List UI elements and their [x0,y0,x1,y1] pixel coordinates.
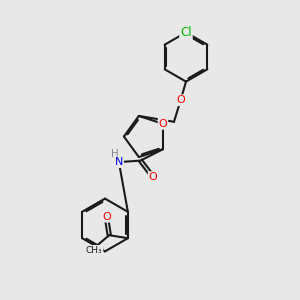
Text: O: O [159,119,167,129]
Text: Cl: Cl [180,26,192,39]
Text: CH₃: CH₃ [86,246,103,255]
Text: N: N [115,157,123,167]
Text: O: O [149,172,158,182]
Text: H: H [111,149,119,159]
Text: O: O [102,212,111,222]
Text: O: O [176,95,185,105]
